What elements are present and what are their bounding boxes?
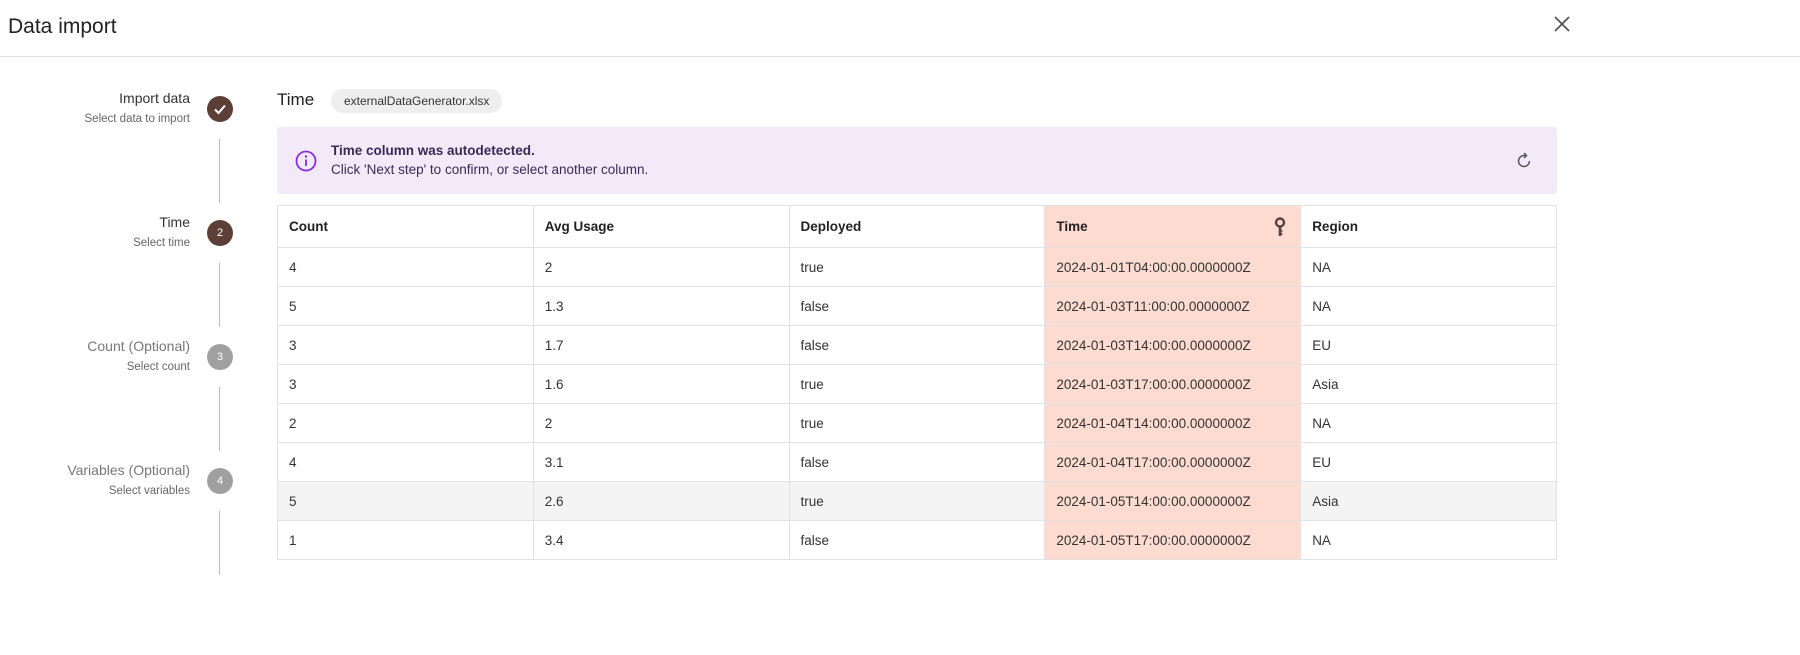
banner-message: Click 'Next step' to confirm, or select … <box>331 162 649 177</box>
step-number: 4 <box>207 468 233 494</box>
key-icon <box>1274 217 1286 236</box>
table-cell: 5 <box>277 481 534 521</box>
table-cell: 1.6 <box>532 364 790 404</box>
table-cell: Asia <box>1300 481 1557 521</box>
table-cell: 2024-01-05T17:00:00.0000000Z <box>1044 520 1302 560</box>
file-chip: externalDataGenerator.xlsx <box>331 89 503 113</box>
table-cell: true <box>788 403 1046 443</box>
table-cell: 2 <box>277 403 534 443</box>
table-header-row: Count Avg Usage Deployed Time Region <box>277 205 1557 248</box>
table-row: 4 3.1 false 2024-01-04T17:00:00.0000000Z EU <box>277 442 1557 482</box>
section-title: Time <box>277 90 315 109</box>
table-cell: 4 <box>277 442 534 482</box>
close-icon[interactable] <box>1550 12 1574 36</box>
table-cell: 3.1 <box>532 442 790 482</box>
table-cell: 2 <box>532 247 790 287</box>
table-cell: 3 <box>277 325 534 365</box>
column-label: Avg Usage <box>544 219 615 234</box>
step-sublabel: Select variables <box>108 485 190 497</box>
table-cell: 2.6 <box>532 481 790 521</box>
table-cell: 1.3 <box>532 286 790 326</box>
check-icon <box>207 96 233 122</box>
table-cell: NA <box>1300 520 1557 560</box>
table-cell: 2024-01-04T17:00:00.0000000Z <box>1044 442 1302 482</box>
table-cell: 2024-01-03T17:00:00.0000000Z <box>1044 364 1302 404</box>
table-row: 2 2 true 2024-01-04T14:00:00.0000000Z NA <box>277 403 1557 443</box>
table-cell: 1 <box>277 520 534 560</box>
table-cell: NA <box>1300 286 1557 326</box>
reset-icon[interactable] <box>1515 152 1533 170</box>
table-row: 3 1.6 true 2024-01-03T17:00:00.0000000Z Asia <box>277 364 1557 404</box>
column-header-avg-usage[interactable]: Avg Usage <box>532 205 790 248</box>
column-header-deployed[interactable]: Deployed <box>788 205 1046 248</box>
column-header-time[interactable]: Time <box>1044 205 1302 248</box>
table-cell: false <box>788 325 1046 365</box>
table-cell: 5 <box>277 286 534 326</box>
table-cell: true <box>788 364 1046 404</box>
column-label: Region <box>1312 219 1358 234</box>
autodetect-banner: Time column was autodetected. Click 'Nex… <box>277 127 1557 194</box>
table-cell: 2 <box>532 403 790 443</box>
table-cell: EU <box>1300 442 1557 482</box>
table-row: 5 1.3 false 2024-01-03T11:00:00.0000000Z NA <box>277 286 1557 326</box>
dialog-title: Data import <box>8 15 117 38</box>
table-row: 3 1.7 false 2024-01-03T14:00:00.0000000Z EU <box>277 325 1557 365</box>
column-header-region[interactable]: Region <box>1300 205 1557 248</box>
table-cell: 2024-01-03T14:00:00.0000000Z <box>1044 325 1302 365</box>
step-label: Count (Optional) <box>87 338 190 354</box>
table-cell: 2024-01-05T14:00:00.0000000Z <box>1044 481 1302 521</box>
table-cell: NA <box>1300 403 1557 443</box>
step-connector <box>219 139 220 203</box>
table-cell: NA <box>1300 247 1557 287</box>
table-row: 1 3.4 false 2024-01-05T17:00:00.0000000Z NA <box>277 520 1557 560</box>
step-label: Import data <box>119 90 190 106</box>
dialog-header: Data import <box>0 0 1800 57</box>
step-connector <box>219 387 220 451</box>
table-cell: 1.7 <box>532 325 790 365</box>
step-connector <box>219 511 220 575</box>
table-cell: 2024-01-01T04:00:00.0000000Z <box>1044 247 1302 287</box>
table-cell: 2024-01-04T14:00:00.0000000Z <box>1044 403 1302 443</box>
step-number: 3 <box>207 344 233 370</box>
table-cell: EU <box>1300 325 1557 365</box>
table-row: 5 2.6 true 2024-01-05T14:00:00.0000000Z Asia <box>277 481 1557 521</box>
table-cell: false <box>788 442 1046 482</box>
table-cell: 2024-01-03T11:00:00.0000000Z <box>1044 286 1302 326</box>
table-cell: Asia <box>1300 364 1557 404</box>
table-cell: 3.4 <box>532 520 790 560</box>
step-connector <box>219 263 220 327</box>
table-row: 4 2 true 2024-01-01T04:00:00.0000000Z NA <box>277 247 1557 287</box>
table-cell: true <box>788 481 1046 521</box>
table-cell: 4 <box>277 247 534 287</box>
table-cell: false <box>788 520 1046 560</box>
step-sublabel: Select data to import <box>84 113 190 125</box>
column-label: Count <box>289 219 328 234</box>
step-label: Variables (Optional) <box>67 462 190 478</box>
table-cell: 3 <box>277 364 534 404</box>
column-label: Time <box>1056 219 1088 234</box>
banner-title: Time column was autodetected. <box>331 143 535 158</box>
column-label: Deployed <box>800 219 862 234</box>
table-cell: false <box>788 286 1046 326</box>
column-header-count[interactable]: Count <box>277 205 534 248</box>
table-cell: true <box>788 247 1046 287</box>
step-sublabel: Select time <box>133 237 190 249</box>
step-number: 2 <box>207 220 233 246</box>
step-sublabel: Select count <box>126 361 190 373</box>
info-icon <box>295 150 317 172</box>
step-label: Time <box>159 214 190 230</box>
